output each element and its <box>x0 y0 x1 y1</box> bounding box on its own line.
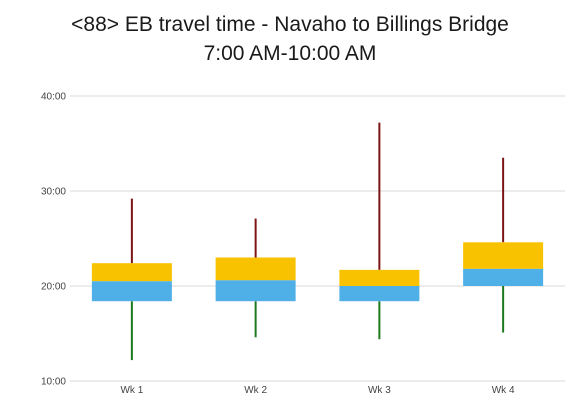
y-tick-label: 20:00 <box>41 282 66 293</box>
lower-box <box>339 286 420 302</box>
upper-box <box>91 263 172 282</box>
x-axis: Wk 1 Wk 2 Wk 3 Wk 4 <box>120 385 514 396</box>
lower-box <box>215 280 296 302</box>
chart-title-line-2: 7:00 AM-10:00 AM <box>203 42 377 65</box>
upper-box <box>215 257 296 281</box>
y-tick-label: 10:00 <box>41 377 66 388</box>
x-tick-label: Wk 2 <box>244 385 267 396</box>
y-tick-label: 40:00 <box>41 92 66 103</box>
y-axis: 10:00 20:00 30:00 40:00 <box>41 92 66 388</box>
y-tick-label: 30:00 <box>41 187 66 198</box>
x-tick-label: Wk 1 <box>120 385 143 396</box>
chart-title-line-1: <88> EB travel time - Navaho to Billings… <box>71 13 509 36</box>
lower-box <box>91 281 172 302</box>
lower-box <box>463 268 544 286</box>
x-tick-label: Wk 4 <box>492 385 515 396</box>
gridlines <box>70 95 565 382</box>
upper-box <box>463 242 544 269</box>
upper-box <box>339 269 420 286</box>
box-marks <box>91 122 544 361</box>
x-tick-label: Wk 3 <box>368 385 391 396</box>
